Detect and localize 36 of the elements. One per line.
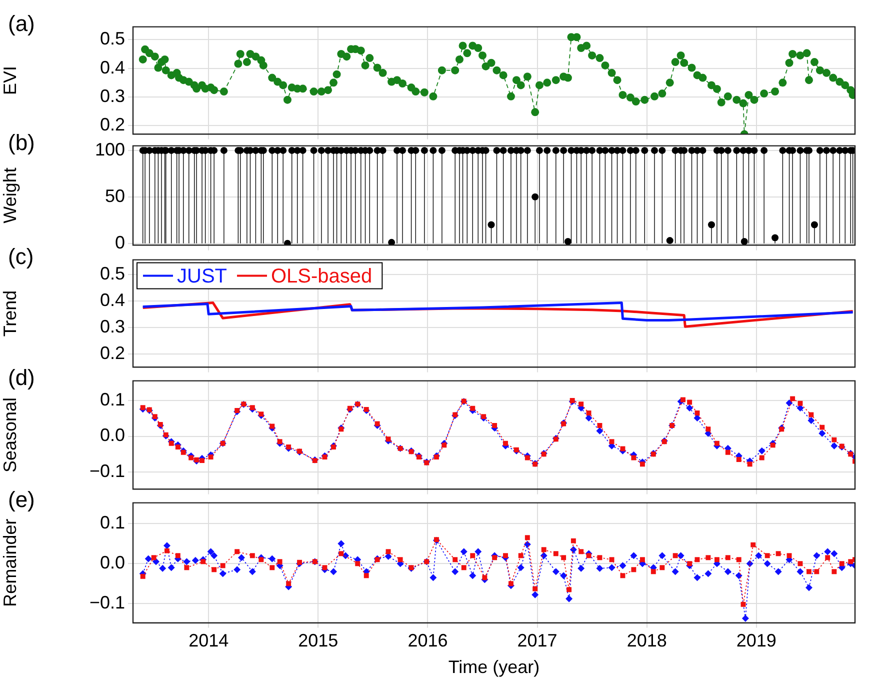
x-tick-label: 2018: [626, 630, 667, 651]
y-tick-label: 0.5: [100, 28, 125, 49]
y-tick-label: 0.0: [100, 552, 125, 573]
y-axis-title: Remainder: [0, 518, 20, 607]
y-tick-label: 0.1: [100, 512, 125, 533]
y-tick-label: 50: [104, 186, 125, 206]
y-tick-label: 100: [94, 139, 125, 160]
x-tick-label: 2019: [736, 630, 776, 651]
x-tick-label: 2016: [408, 630, 448, 651]
y-tick-label: 0.2: [100, 114, 125, 135]
y-tick-label: 0.4: [100, 290, 125, 310]
chart-title: (a): [8, 11, 35, 37]
y-axis-title: Seasonal: [0, 397, 20, 473]
y-tick-label: 0.2: [100, 342, 125, 363]
x-tick-label: 2015: [298, 630, 338, 651]
x-tick-label: 2017: [517, 630, 558, 651]
chart-title: (e): [8, 487, 35, 513]
y-axis-title: EVI: [0, 66, 20, 96]
y-tick-label: 0.4: [100, 57, 125, 78]
legend-label: OLS-based: [271, 265, 372, 288]
chart-title: (c): [8, 244, 34, 270]
x-tick-label: 2014: [188, 630, 229, 651]
y-tick-label: 0.0: [100, 425, 125, 446]
y-tick-label: −0.1: [89, 460, 125, 481]
y-tick-label: 0.5: [100, 263, 125, 284]
y-tick-label: 0.1: [100, 389, 125, 410]
y-tick-label: 0.3: [100, 316, 125, 336]
y-axis-title: Trend: [0, 290, 20, 337]
y-axis-title: Weight: [0, 168, 20, 224]
y-tick-label: 0: [114, 232, 125, 252]
chart-title: (d): [8, 365, 35, 391]
chart-title: (b): [8, 130, 35, 156]
y-tick-label: 0.3: [100, 86, 125, 106]
y-tick-label: −0.1: [89, 592, 125, 613]
legend-label: JUST: [177, 265, 227, 288]
x-axis-title: Time (year): [448, 657, 540, 678]
